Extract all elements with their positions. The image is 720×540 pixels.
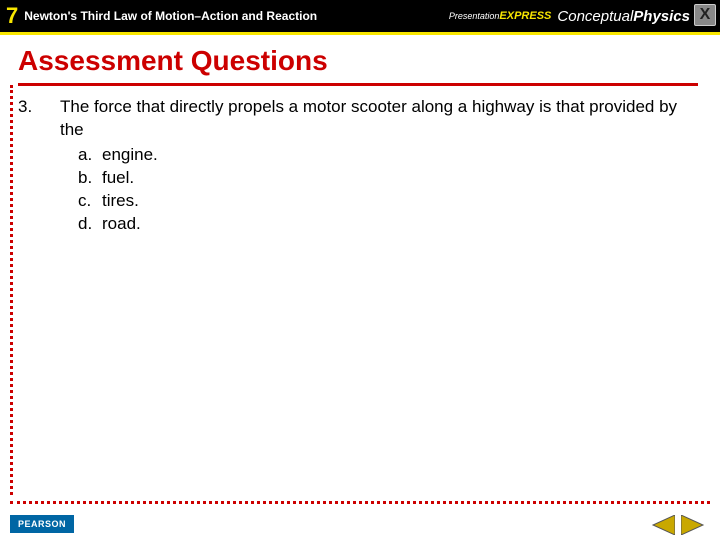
option-letter: b. [60,167,90,190]
chapter-number: 7 [0,3,24,29]
prev-button[interactable] [650,514,676,536]
footer: PEARSON [0,508,720,540]
top-bar: 7 Newton's Third Law of Motion–Action an… [0,0,720,32]
section-title: Assessment Questions [18,45,702,77]
option-text: engine. [90,144,158,167]
publisher-logo: PEARSON [10,515,74,533]
content-area: Assessment Questions 3. The force that d… [0,35,720,236]
brand-area: PresentationEXPRESS ConceptualPhysics [449,0,690,32]
question-body: The force that directly propels a motor … [60,96,702,236]
option-a: a. engine. [60,144,702,167]
option-b: b. fuel. [60,167,702,190]
option-c: c. tires. [60,190,702,213]
option-text: fuel. [90,167,134,190]
nav-arrows [650,514,706,536]
next-button[interactable] [680,514,706,536]
title-underline [18,83,698,86]
brand-conceptual: Conceptual [557,8,633,25]
option-letter: c. [60,190,90,213]
brand-express: EXPRESS [499,10,551,22]
brand-physics: ConceptualPhysics [557,8,690,25]
close-button[interactable]: X [694,4,716,26]
brand-physics-word: Physics [633,8,690,25]
dotted-border-bottom [10,501,710,504]
option-letter: a. [60,144,90,167]
question-number: 3. [18,96,60,236]
chevron-right-icon [681,515,705,535]
question-block: 3. The force that directly propels a mot… [18,96,702,236]
option-text: tires. [90,190,139,213]
chapter-title: Newton's Third Law of Motion–Action and … [24,9,317,23]
question-stem: The force that directly propels a motor … [60,96,702,142]
close-icon: X [700,6,711,24]
brand-line1: Presentation [449,11,500,21]
dotted-border-left [10,85,13,495]
option-text: road. [90,213,141,236]
option-d: d. road. [60,213,702,236]
brand-presentation: PresentationEXPRESS [449,11,552,22]
option-letter: d. [60,213,90,236]
chevron-left-icon [651,515,675,535]
